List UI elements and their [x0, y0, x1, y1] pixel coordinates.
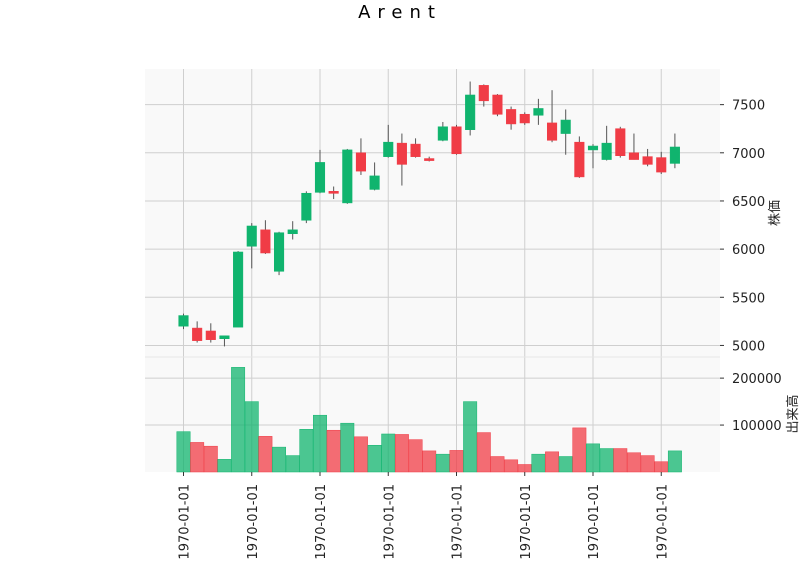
volume-bar	[340, 422, 355, 473]
volume-bar	[258, 436, 273, 473]
volume-bar	[367, 444, 382, 473]
volume-tick-label: 200000	[732, 372, 782, 387]
candle-body	[601, 142, 612, 160]
volume-bar	[517, 464, 532, 473]
candle-body	[519, 113, 530, 124]
candle-body	[642, 156, 653, 165]
date-tick-label: 1970-01-01	[451, 484, 466, 560]
candle-body	[492, 94, 503, 115]
candle-body	[424, 158, 435, 161]
price-candles	[178, 81, 680, 347]
price-axis: 5000 5500 6000 6500 7000 7500	[720, 99, 765, 354]
volume-bar	[572, 427, 587, 473]
price-panel-background	[145, 69, 720, 357]
date-tick-label: 1970-01-01	[246, 484, 261, 560]
candle-body	[451, 126, 462, 155]
candle-body	[656, 157, 667, 173]
candle-body	[205, 330, 216, 340]
date-tick-label: 1970-01-01	[587, 484, 602, 560]
candle-body	[587, 145, 599, 151]
volume-bar	[463, 401, 478, 473]
price-tick-label: 5000	[732, 339, 765, 354]
price-axis-label: 株価	[768, 200, 783, 226]
candle-body	[506, 109, 517, 125]
volume-bar	[313, 414, 327, 473]
volume-bar	[435, 453, 450, 473]
volume-bar	[640, 455, 655, 473]
candle-body	[233, 251, 244, 328]
volume-bar	[408, 439, 423, 473]
volume-bar	[217, 459, 232, 473]
candle-body	[574, 141, 585, 178]
volume-bar	[531, 453, 546, 473]
volume-bar	[272, 446, 287, 473]
volume-bar	[381, 433, 396, 473]
volume-bar	[476, 432, 491, 473]
candle-body	[314, 162, 326, 193]
volume-bar	[586, 443, 600, 473]
date-axis: 1970-01-01 1970-01-01 1970-01-01 1970-01-01…	[178, 472, 670, 560]
candle-body	[465, 94, 476, 130]
date-tick-label: 1970-01-01	[382, 484, 397, 560]
volume-bar	[203, 445, 218, 473]
volume-bar	[490, 456, 505, 473]
volume-tick-label: 100000	[732, 419, 782, 434]
candle-body	[410, 143, 421, 157]
price-tick-label: 5500	[732, 291, 765, 306]
volume-bar	[285, 455, 300, 473]
volume-bar	[326, 429, 341, 473]
volume-bar	[558, 456, 573, 473]
date-tick-label: 1970-01-01	[178, 484, 193, 560]
candle-body	[615, 128, 626, 156]
candle-body	[246, 225, 257, 247]
date-tick-label: 1970-01-01	[519, 484, 534, 560]
volume-bar	[654, 461, 669, 473]
volume-axis-label: 出来高	[785, 394, 800, 433]
price-tick-label: 7500	[732, 99, 765, 114]
candle-body	[628, 152, 640, 160]
candle-body	[192, 327, 203, 341]
candle-body	[260, 229, 271, 254]
volume-bar	[504, 459, 519, 473]
volume-bar	[449, 450, 464, 473]
candle-body	[355, 152, 367, 172]
volume-bar	[613, 448, 628, 473]
volume-bar	[299, 429, 314, 473]
date-tick-label: 1970-01-01	[655, 484, 670, 560]
candle-body	[396, 142, 407, 165]
volume-bar	[176, 431, 191, 473]
candle-body	[669, 146, 680, 164]
candle-body	[328, 191, 339, 194]
price-tick-label: 6500	[732, 195, 765, 210]
volume-bar	[354, 436, 368, 473]
volume-axis: 100000 200000	[720, 372, 782, 434]
candle-body	[342, 149, 353, 204]
price-tick-label: 7000	[732, 147, 765, 162]
date-tick-label: 1970-01-01	[314, 484, 329, 560]
candle-body	[273, 232, 285, 272]
candle-body	[560, 119, 571, 134]
volume-bar	[244, 401, 259, 473]
candle-body	[383, 141, 394, 157]
candle-body	[219, 335, 230, 339]
volume-bar	[667, 450, 682, 473]
volume-bar	[190, 442, 205, 473]
candle-body	[533, 108, 544, 116]
volume-bar	[422, 450, 437, 473]
volume-bar	[394, 434, 409, 473]
candle-body	[437, 126, 448, 141]
candle-body	[478, 85, 489, 102]
candle-body	[546, 122, 558, 141]
chart-title: Arent	[358, 2, 442, 23]
candle-body	[287, 229, 298, 235]
price-tick-label: 6000	[732, 243, 765, 258]
volume-bar	[599, 448, 614, 473]
candle-body	[301, 192, 312, 221]
volume-bar	[627, 452, 641, 473]
candle-body	[369, 175, 380, 190]
volume-bar	[231, 367, 246, 473]
candle-body	[178, 315, 189, 327]
volume-bar	[545, 451, 559, 473]
